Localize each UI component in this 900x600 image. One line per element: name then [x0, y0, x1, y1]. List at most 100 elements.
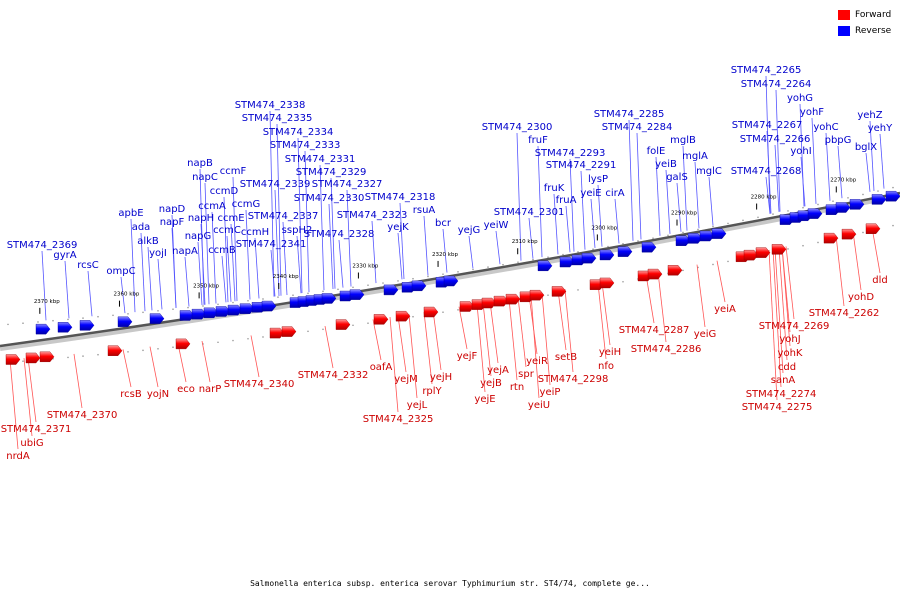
- gene-arrow-forward[interactable]: [667, 265, 683, 276]
- gene-arrow-forward[interactable]: [107, 345, 123, 356]
- gene-label-cdd[interactable]: cdd: [778, 362, 796, 373]
- gene-label-ssph2[interactable]: sspH2: [282, 225, 313, 236]
- gene-label-nrda[interactable]: nrdA: [6, 451, 30, 462]
- gene-arrow-forward[interactable]: [39, 351, 55, 363]
- gene-label-napc[interactable]: napC: [192, 172, 218, 183]
- gene-label-rply[interactable]: rplY: [422, 386, 442, 397]
- gene-label-ccme[interactable]: ccmE: [217, 213, 244, 224]
- gene-label-ccmc[interactable]: ccmC: [213, 225, 241, 236]
- gene-label-stm474-2318[interactable]: STM474_2318: [365, 192, 436, 203]
- gene-label-stm474-2337[interactable]: STM474_2337: [248, 211, 319, 222]
- gene-arrow-forward[interactable]: [5, 354, 21, 365]
- gene-arrow-forward[interactable]: [865, 223, 881, 234]
- gene-label-mgla[interactable]: mglA: [682, 151, 708, 162]
- gene-label-stm474-2275[interactable]: STM474_2275: [742, 402, 813, 413]
- gene-label-fole[interactable]: folE: [647, 146, 666, 157]
- gene-label-yejm[interactable]: yejM: [394, 374, 417, 385]
- gene-label-bcr[interactable]: bcr: [435, 218, 452, 229]
- gene-label-nfo[interactable]: nfo: [598, 361, 614, 372]
- gene-label-lysp[interactable]: lysP: [588, 174, 608, 185]
- gene-label-yojn[interactable]: yojN: [147, 389, 169, 400]
- gene-label-yeie[interactable]: yeiE: [580, 188, 601, 199]
- gene-label-yejb[interactable]: yejB: [480, 378, 502, 389]
- gene-arrow-reverse[interactable]: [641, 242, 657, 253]
- gene-label-apbe[interactable]: apbE: [118, 208, 143, 219]
- gene-label-dld[interactable]: dld: [872, 275, 887, 286]
- gene-label-stm474-2266[interactable]: STM474_2266: [740, 134, 811, 145]
- gene-label-stm474-2300[interactable]: STM474_2300: [482, 122, 553, 133]
- gene-arrow-forward[interactable]: [647, 268, 663, 280]
- gene-arrow-reverse[interactable]: [117, 316, 133, 327]
- gene-label-stm474-2298[interactable]: STM474_2298: [538, 374, 609, 385]
- gene-label-yohj[interactable]: yohJ: [779, 334, 800, 345]
- gene-label-ccma[interactable]: ccmA: [198, 201, 226, 212]
- gene-label-stm474-2267[interactable]: STM474_2267: [732, 120, 803, 131]
- gene-label-ccmb[interactable]: ccmB: [208, 245, 236, 256]
- gene-label-ada[interactable]: ada: [132, 222, 151, 233]
- gene-arrow-forward[interactable]: [335, 319, 351, 330]
- gene-label-stm474-2334[interactable]: STM474_2334: [263, 127, 334, 138]
- gene-arrow-forward[interactable]: [529, 289, 545, 301]
- gene-label-yohi[interactable]: yohI: [790, 146, 811, 157]
- gene-label-yehz[interactable]: yehZ: [857, 110, 882, 121]
- gene-arrow-reverse[interactable]: [581, 252, 597, 264]
- gene-label-stm474-2340[interactable]: STM474_2340: [224, 379, 295, 390]
- gene-label-stm474-2341[interactable]: STM474_2341: [236, 239, 307, 250]
- gene-label-stm474-2274[interactable]: STM474_2274: [746, 389, 817, 400]
- gene-label-stm474-2293[interactable]: STM474_2293: [535, 148, 606, 159]
- gene-label-yeig[interactable]: yeiG: [694, 329, 717, 340]
- gene-label-yohk[interactable]: yohK: [778, 348, 803, 359]
- gene-label-yohc[interactable]: yohC: [813, 122, 838, 133]
- gene-label-yeip[interactable]: yeiP: [540, 387, 561, 398]
- gene-label-yeje[interactable]: yejE: [474, 394, 495, 405]
- gene-label-stm474-2327[interactable]: STM474_2327: [312, 179, 383, 190]
- gene-arrow-forward[interactable]: [25, 352, 41, 364]
- gene-label-stm474-2371[interactable]: STM474_2371: [1, 424, 72, 435]
- gene-arrow-reverse[interactable]: [443, 275, 459, 287]
- gene-label-stm474-2269[interactable]: STM474_2269: [759, 321, 830, 332]
- gene-label-yehy[interactable]: yehY: [868, 123, 893, 134]
- gene-label-sana[interactable]: sanA: [771, 375, 796, 386]
- gene-label-pbpg[interactable]: pbpG: [825, 135, 852, 146]
- gene-arrow-reverse[interactable]: [79, 320, 95, 331]
- gene-label-yejg[interactable]: yejG: [458, 225, 481, 236]
- gene-arrow-forward[interactable]: [423, 306, 439, 318]
- gene-label-stm474-2331[interactable]: STM474_2331: [285, 154, 356, 165]
- gene-label-stm474-2335[interactable]: STM474_2335: [242, 113, 313, 124]
- gene-label-rtn[interactable]: rtn: [510, 382, 524, 393]
- gene-label-stm474-2264[interactable]: STM474_2264: [741, 79, 812, 90]
- gene-label-ccmd[interactable]: ccmD: [210, 186, 239, 197]
- gene-label-gyra[interactable]: gyrA: [53, 250, 76, 261]
- gene-label-yohf[interactable]: yohF: [800, 107, 824, 118]
- gene-label-stm474-2325[interactable]: STM474_2325: [363, 414, 434, 425]
- gene-arrow-forward[interactable]: [373, 314, 389, 325]
- gene-label-oafa[interactable]: oafA: [370, 362, 393, 373]
- gene-label-stm474-2339[interactable]: STM474_2339: [240, 179, 311, 190]
- gene-label-mglb[interactable]: mglB: [670, 135, 696, 146]
- gene-arrow-forward[interactable]: [281, 326, 297, 337]
- gene-label-ccmf[interactable]: ccmF: [220, 166, 247, 177]
- gene-label-stm474-2323[interactable]: STM474_2323: [337, 210, 408, 221]
- gene-arrow-forward[interactable]: [551, 286, 567, 297]
- gene-label-napd[interactable]: napD: [159, 204, 186, 215]
- gene-label-mglc[interactable]: mglC: [696, 166, 722, 177]
- gene-label-stm474-2338[interactable]: STM474_2338: [235, 100, 306, 111]
- gene-label-yeib[interactable]: yeiB: [655, 159, 677, 170]
- gene-label-stm474-2284[interactable]: STM474_2284: [602, 122, 673, 133]
- gene-label-cira[interactable]: cirA: [605, 188, 624, 199]
- gene-arrow-reverse[interactable]: [321, 293, 337, 304]
- gene-arrow-reverse[interactable]: [149, 313, 165, 324]
- gene-label-gals[interactable]: galS: [666, 172, 688, 183]
- gene-arrow-forward[interactable]: [395, 310, 411, 322]
- gene-label-yohd[interactable]: yohD: [848, 292, 874, 303]
- gene-arrow-reverse[interactable]: [383, 284, 399, 296]
- gene-label-yoji[interactable]: yojI: [149, 248, 167, 259]
- gene-arrow-reverse[interactable]: [57, 322, 73, 333]
- gene-label-stm474-2328[interactable]: STM474_2328: [304, 229, 375, 240]
- gene-label-yeir[interactable]: yeiR: [526, 356, 548, 367]
- gene-label-frua[interactable]: fruA: [556, 195, 577, 206]
- gene-label-napb[interactable]: napB: [187, 158, 213, 169]
- gene-label-rcsb[interactable]: rcsB: [120, 389, 142, 400]
- gene-arrow-reverse[interactable]: [835, 202, 851, 213]
- gene-label-yejk[interactable]: yejK: [387, 222, 409, 233]
